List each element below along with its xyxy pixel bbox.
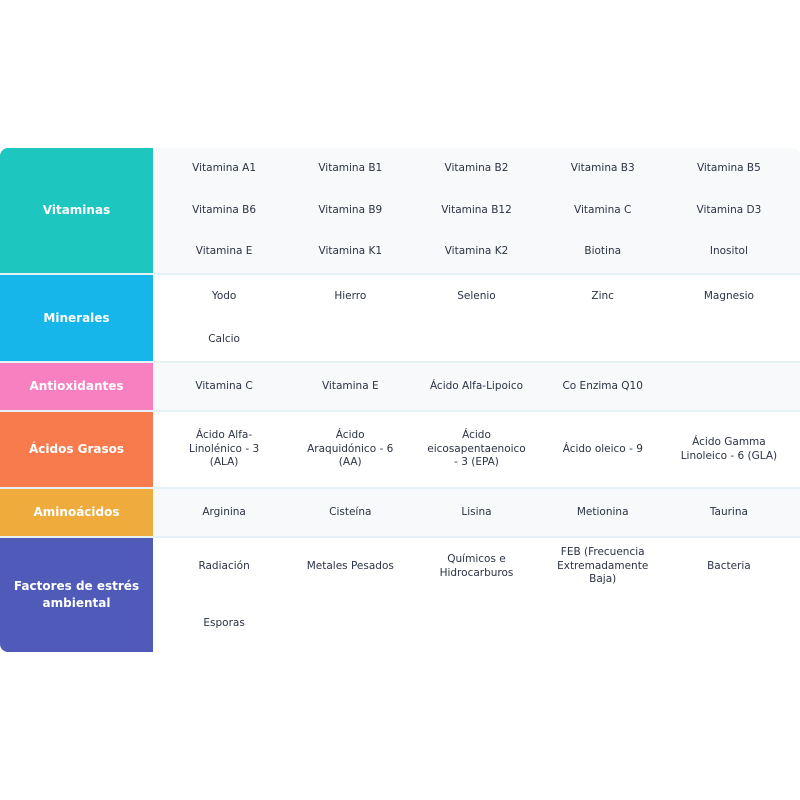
category-row: Ácidos Grasos Ácido Alfa-Linolénico - 3 (… (0, 412, 800, 489)
category-label: Antioxidantes (0, 363, 153, 410)
item: Bacteria (707, 559, 751, 572)
nutrient-table: Vitaminas Vitamina A1 Vitamina B1 Vitamina … (0, 148, 800, 652)
item: Ácido Alfa-Linolénico - 3 (ALA) (188, 429, 260, 469)
category-label: Vitaminas (0, 148, 153, 273)
item: FEB (Frecuencia Extremadamente Baja) (557, 546, 649, 586)
item: Metionina (576, 505, 629, 518)
item-grid: Radiación Metales Pesados Químicos e Hidro… (153, 538, 800, 652)
item: Vitamina B12 (441, 203, 512, 216)
item: Vitamina B2 (444, 162, 509, 174)
item: Vitamina K1 (318, 245, 383, 258)
item-grid: Arginina Cisteína Lisina Metionina Taurina (153, 489, 800, 536)
item: Vitamina C (195, 379, 253, 392)
item: Vitamina B5 (696, 162, 761, 174)
item: Vitamina E (321, 379, 379, 392)
item: Vitamina E (195, 245, 253, 258)
item: Ácido Alfa-Lipoico (429, 379, 524, 392)
item: Taurina (709, 505, 748, 518)
item: Co Enzima Q10 (562, 379, 643, 392)
category-label: Aminoácidos (0, 489, 153, 536)
item-grid: Vitamina C Vitamina E Ácido Alfa-Lipoico Co… (153, 363, 800, 410)
item: Vitamina B1 (318, 162, 383, 174)
item: Yodo (211, 289, 237, 302)
item-grid: Yodo Hierro Selenio Zinc Magnesio Calcio (153, 275, 800, 361)
item: Lisina (461, 505, 492, 518)
item: Vitamina B3 (570, 162, 635, 174)
category-label: Minerales (0, 275, 153, 361)
item: Vitamina B9 (318, 203, 383, 216)
item: Vitamina D3 (696, 203, 762, 216)
category-label: Ácidos Grasos (0, 412, 153, 487)
item: Arginina (202, 505, 246, 518)
category-label: Factores de estrés ambiental (0, 538, 153, 652)
item: Hierro (334, 289, 367, 302)
item: Calcio (208, 332, 240, 345)
item: Vitamina K2 (444, 245, 509, 258)
item-grid: Vitamina A1 Vitamina B1 Vitamina B2 Vitamin… (153, 148, 800, 273)
item: Ácido Gamma Linoleico - 6 (GLA) (680, 435, 778, 462)
category-row: Minerales Yodo Hierro Selenio Zinc Magnesio Ca… (0, 275, 800, 363)
item: Magnesio (703, 289, 754, 302)
item: Metales Pesados (306, 559, 394, 572)
item: Vitamina B6 (192, 203, 257, 216)
item: Biotina (584, 245, 622, 258)
item: Inositol (709, 245, 748, 258)
item: Selenio (457, 289, 496, 302)
item: Zinc (591, 289, 614, 302)
category-row: Antioxidantes Vitamina C Vitamina E Ácido A… (0, 363, 800, 412)
item: Ácido Araquidónico - 6 (AA) (307, 429, 394, 469)
item: Ácido eicosapentaenoico - 3 (EPA) (427, 429, 526, 469)
item: Esporas (203, 616, 245, 629)
item: Ácido oleico - 9 (562, 442, 643, 455)
item: Químicos e Hidrocarburos (439, 552, 514, 579)
item-grid: Ácido Alfa-Linolénico - 3 (ALA) Ácido Ara… (153, 412, 800, 487)
item: Radiación (198, 559, 250, 572)
item: Vitamina C (574, 203, 632, 216)
category-row: Factores de estrés ambiental Radiación Met… (0, 538, 800, 652)
category-row: Vitaminas Vitamina A1 Vitamina B1 Vitamina … (0, 148, 800, 275)
item: Cisteína (329, 505, 372, 518)
item: Vitamina A1 (192, 162, 257, 174)
category-row: Aminoácidos Arginina Cisteína Lisina Metioni… (0, 489, 800, 538)
